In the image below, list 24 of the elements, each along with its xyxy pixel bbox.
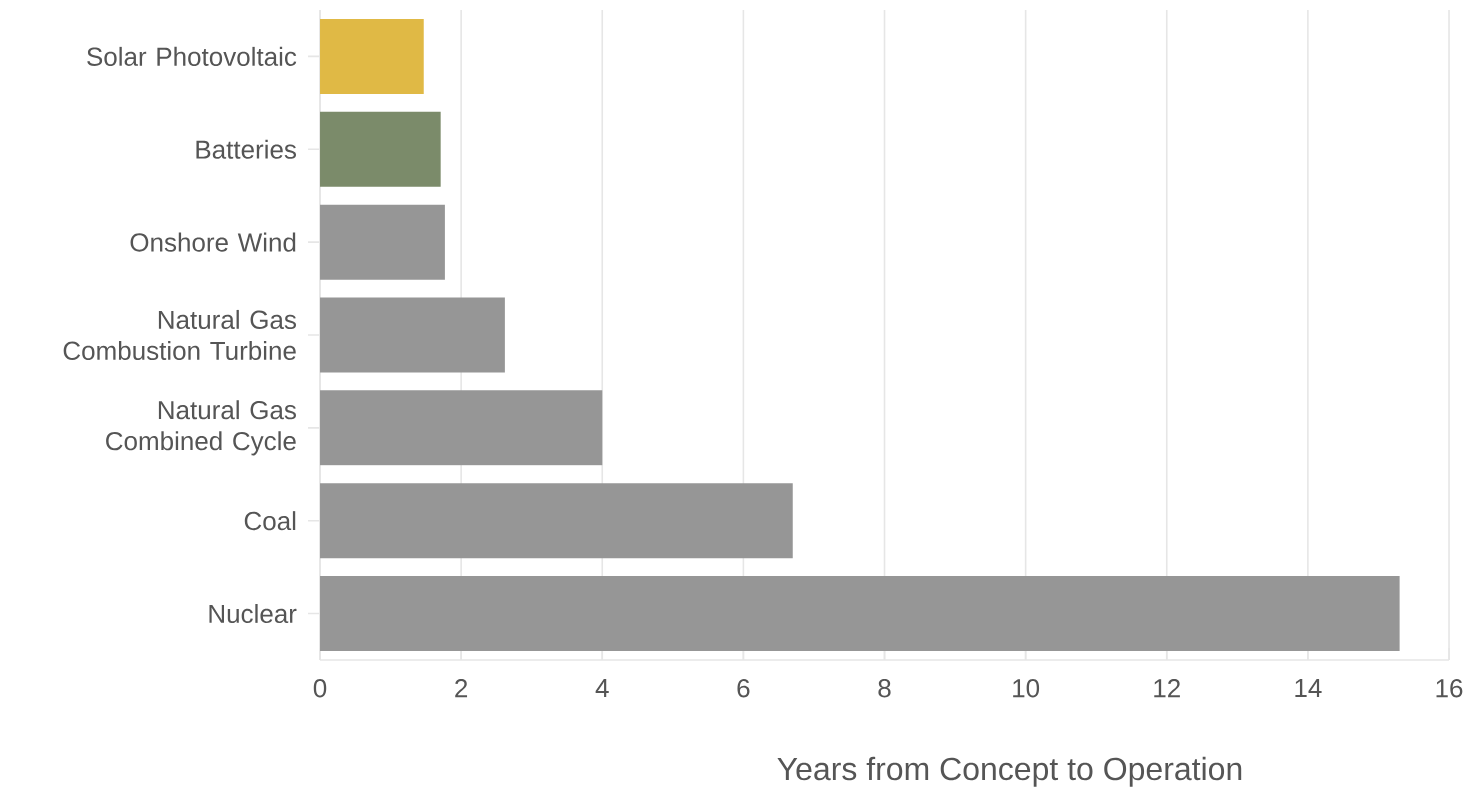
y-tick-label: Solar Photovoltaic [87,46,297,66]
x-tick-label: 4 [595,679,609,697]
x-axis-title: Years from Concept to Operation [777,756,1242,787]
x-tick-label: 16 [1436,679,1463,698]
y-tick-label: Nuclear [209,604,297,624]
x-tick-label: 6 [737,679,750,698]
x-tick-label: 0 [313,679,327,698]
y-tick-label: Onshore Wind [130,232,296,252]
bar [320,390,603,466]
bar [320,576,1400,652]
bar [320,204,445,280]
bar [320,111,441,187]
y-tick-label: Natural Gas Combined Cycle [106,400,296,456]
y-tick-label: Coal [244,511,296,531]
x-tick-label: 10 [1013,679,1040,698]
x-tick-label: 14 [1295,679,1322,697]
x-tick-label: 8 [878,679,891,698]
x-tick-label: 12 [1154,679,1180,698]
bar [320,18,424,94]
x-tick-label: 2 [455,679,468,698]
bar [320,483,793,559]
y-tick-label: Natural Gas Combustion Turbine [63,309,296,361]
bar [320,297,505,373]
y-tick-label: Batteries [196,139,297,159]
